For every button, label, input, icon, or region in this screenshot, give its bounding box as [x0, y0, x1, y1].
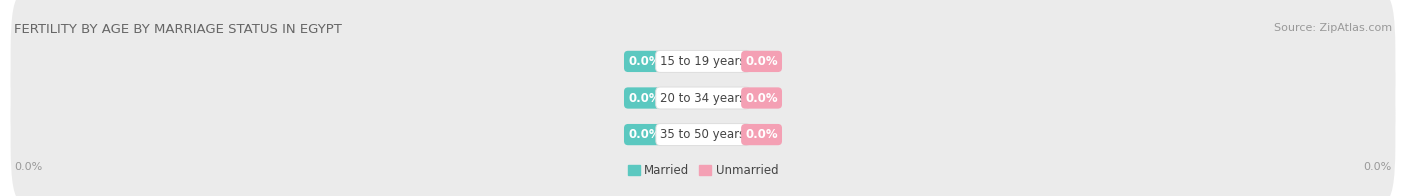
Text: Source: ZipAtlas.com: Source: ZipAtlas.com [1274, 23, 1392, 33]
Text: 35 to 50 years: 35 to 50 years [661, 128, 745, 141]
Text: 0.0%: 0.0% [745, 55, 778, 68]
Text: 0.0%: 0.0% [1364, 162, 1392, 172]
FancyBboxPatch shape [11, 0, 1395, 127]
Text: 0.0%: 0.0% [628, 92, 661, 104]
Legend: Married, Unmarried: Married, Unmarried [623, 160, 783, 182]
Text: 0.0%: 0.0% [745, 128, 778, 141]
Text: 0.0%: 0.0% [628, 128, 661, 141]
FancyBboxPatch shape [11, 32, 1395, 164]
Text: 0.0%: 0.0% [628, 55, 661, 68]
Text: 15 to 19 years: 15 to 19 years [661, 55, 745, 68]
Text: 20 to 34 years: 20 to 34 years [661, 92, 745, 104]
Text: 0.0%: 0.0% [745, 92, 778, 104]
FancyBboxPatch shape [11, 69, 1395, 196]
Text: 0.0%: 0.0% [14, 162, 42, 172]
Text: FERTILITY BY AGE BY MARRIAGE STATUS IN EGYPT: FERTILITY BY AGE BY MARRIAGE STATUS IN E… [14, 23, 342, 36]
